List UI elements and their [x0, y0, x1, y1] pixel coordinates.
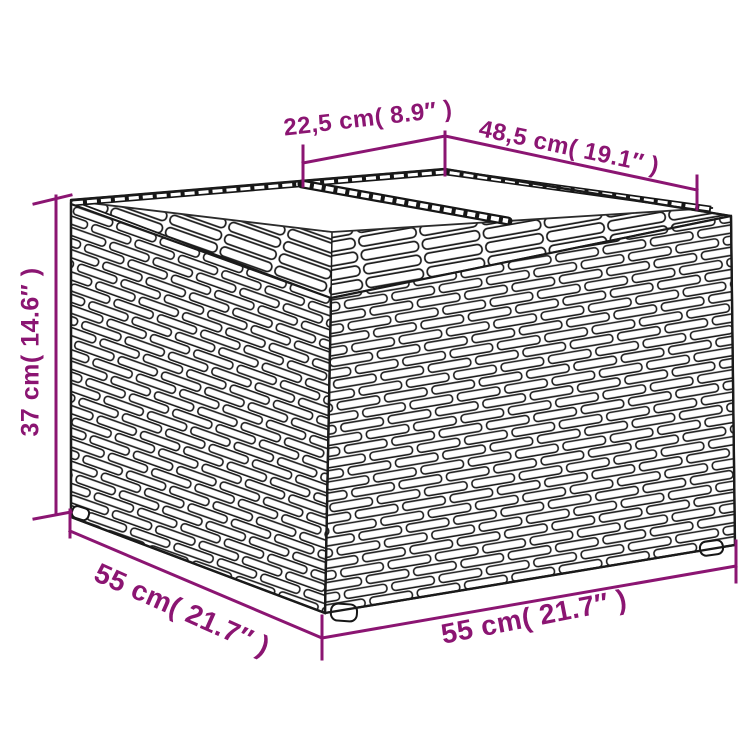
dimension-label-height: 37 cm( 14.6″ )	[16, 267, 45, 437]
dimension-line-top-left	[301, 130, 447, 188]
table-feet	[70, 505, 725, 623]
dimension-lines	[32, 130, 738, 661]
dimension-line-height	[32, 193, 73, 521]
dimension-line-width	[320, 539, 738, 640]
glass-divider	[297, 179, 513, 226]
table-front-corner-edge	[323, 297, 333, 614]
dimension-line-top-right	[443, 134, 699, 211]
